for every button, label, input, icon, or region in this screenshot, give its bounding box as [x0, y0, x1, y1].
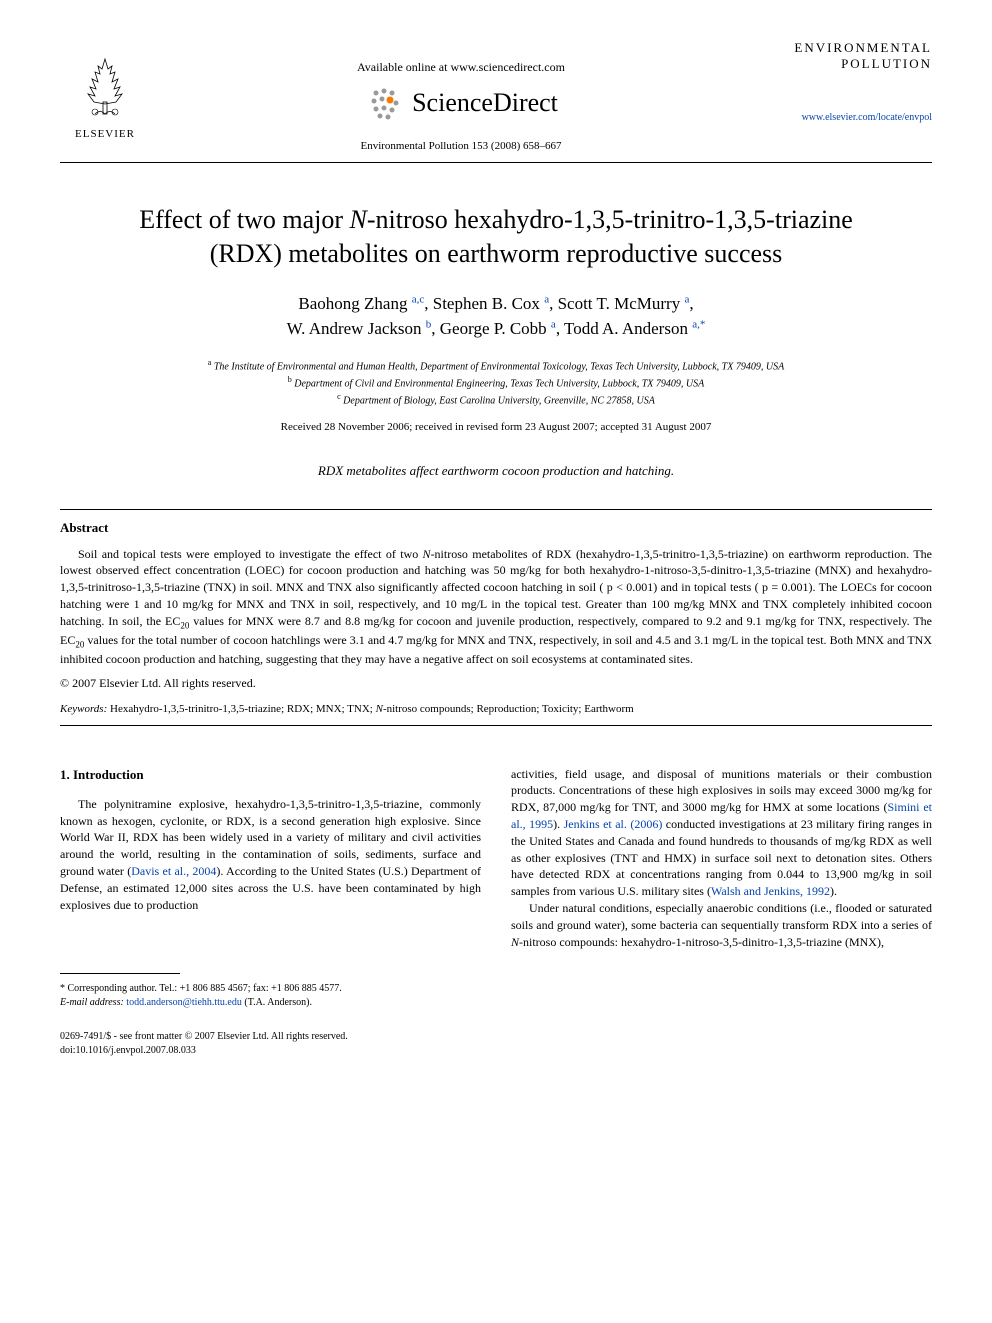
col2-p1-pre: activities, field usage, and disposal of… [511, 767, 932, 815]
corresponding-author-footnote: * Corresponding author. Tel.: +1 806 885… [60, 982, 481, 1010]
author-4-sup[interactable]: b [426, 318, 432, 330]
footer-line2: doi:10.1016/j.envpol.2007.08.033 [60, 1044, 481, 1058]
author-1: Baohong Zhang [298, 294, 407, 313]
author-1-sup[interactable]: a,c [412, 293, 425, 305]
sciencedirect-logo: ScienceDirect [364, 83, 558, 123]
article-title: Effect of two major N-nitroso hexahydro-… [60, 203, 932, 271]
sciencedirect-icon [364, 83, 404, 123]
author-4: W. Andrew Jackson [287, 319, 422, 338]
title-line2: (RDX) metabolites on earthworm reproduct… [210, 239, 783, 268]
abstract-sub1: 20 [180, 620, 189, 630]
copyright-text: © 2007 Elsevier Ltd. All rights reserved… [60, 676, 932, 691]
abstract-post: values for the total number of cocoon ha… [60, 633, 932, 666]
abstract-bottom-rule [60, 725, 932, 726]
header-rule [60, 162, 932, 163]
journal-name-line2: POLLUTION [772, 56, 932, 72]
abstract-sub2: 20 [75, 639, 84, 649]
article-tagline: RDX metabolites affect earthworm cocoon … [60, 463, 932, 479]
keywords-italic: N [376, 703, 383, 715]
email-label: E-mail address: [60, 997, 124, 1008]
authors-block: Baohong Zhang a,c, Stephen B. Cox a, Sco… [60, 291, 932, 342]
center-header: Available online at www.sciencedirect.co… [150, 40, 772, 152]
article-dates: Received 28 November 2006; received in r… [60, 421, 932, 433]
keywords-post: -nitroso compounds; Reproduction; Toxici… [383, 703, 634, 715]
author-5-sup[interactable]: a [551, 318, 556, 330]
title-line1-italic: N [350, 205, 367, 234]
left-column: 1. Introduction The polynitramine explos… [60, 766, 481, 1059]
affiliation-b: Department of Civil and Environmental En… [294, 378, 704, 389]
author-6: Todd A. Anderson [564, 319, 688, 338]
col2-p2-pre: Under natural conditions, especially ana… [511, 901, 932, 932]
elsevier-tree-icon [70, 54, 140, 124]
footer-info: 0269-7491/$ - see front matter © 2007 El… [60, 1030, 481, 1058]
author-2-sup[interactable]: a [544, 293, 549, 305]
ref-jenkins-2006[interactable]: Jenkins et al. (2006) [564, 817, 663, 831]
title-line1-post: -nitroso hexahydro-1,3,5-trinitro-1,3,5-… [367, 205, 853, 234]
intro-para-2: Under natural conditions, especially ana… [511, 900, 932, 950]
section-1-heading: 1. Introduction [60, 766, 481, 784]
footer-line1: 0269-7491/$ - see front matter © 2007 El… [60, 1030, 481, 1044]
right-column: activities, field usage, and disposal of… [511, 766, 932, 1059]
abstract-top-rule [60, 509, 932, 510]
abstract-italic1: N [423, 547, 431, 561]
sciencedirect-text: ScienceDirect [412, 88, 558, 118]
affiliations-block: a The Institute of Environmental and Hum… [60, 357, 932, 409]
ref-walsh-1992[interactable]: Walsh and Jenkins, 1992 [711, 884, 830, 898]
journal-citation: Environmental Pollution 153 (2008) 658–6… [150, 140, 772, 152]
author-3-sup[interactable]: a [684, 293, 689, 305]
elsevier-label: ELSEVIER [75, 128, 135, 140]
title-line1-pre: Effect of two major [139, 205, 349, 234]
keywords-line: Keywords: Hexahydro-1,3,5-trinitro-1,3,5… [60, 703, 932, 715]
col2-p1-mid1: ). [553, 817, 563, 831]
affiliation-a: The Institute of Environmental and Human… [214, 361, 784, 372]
col2-p2-post: -nitroso compounds: hexahydro-1-nitroso-… [519, 935, 884, 949]
keywords-label: Keywords: [60, 703, 107, 715]
journal-url-link[interactable]: www.elsevier.com/locate/envpol [772, 112, 932, 123]
email-link[interactable]: todd.anderson@tiehh.ttu.edu [126, 997, 242, 1008]
ref-davis-2004[interactable]: Davis et al., 2004 [131, 864, 216, 878]
keywords-pre: Hexahydro-1,3,5-trinitro-1,3,5-triazine;… [107, 703, 375, 715]
email-line: E-mail address: todd.anderson@tiehh.ttu.… [60, 996, 481, 1010]
available-online-text: Available online at www.sciencedirect.co… [150, 60, 772, 75]
email-name: (T.A. Anderson). [242, 997, 312, 1008]
body-columns: 1. Introduction The polynitramine explos… [60, 766, 932, 1059]
footnote-rule [60, 973, 180, 974]
journal-name-line1: ENVIRONMENTAL [772, 40, 932, 56]
author-3: Scott T. McMurry [558, 294, 681, 313]
abstract-pre: Soil and topical tests were employed to … [78, 547, 423, 561]
abstract-text: Soil and topical tests were employed to … [60, 546, 932, 668]
intro-para-1: The polynitramine explosive, hexahydro-1… [60, 796, 481, 914]
affiliation-c: Department of Biology, East Carolina Uni… [343, 396, 655, 407]
col2-p1-post: ). [830, 884, 837, 898]
journal-name-box: ENVIRONMENTAL POLLUTION www.elsevier.com… [772, 40, 932, 123]
abstract-heading: Abstract [60, 520, 932, 536]
intro-para-1-cont: activities, field usage, and disposal of… [511, 766, 932, 900]
col2-p2-italic: N [511, 935, 519, 949]
header-row: ELSEVIER Available online at www.science… [60, 40, 932, 152]
elsevier-logo: ELSEVIER [60, 40, 150, 140]
author-5: George P. Cobb [440, 319, 547, 338]
author-6-sup[interactable]: a,* [692, 318, 705, 330]
author-2: Stephen B. Cox [433, 294, 540, 313]
corresponding-text: * Corresponding author. Tel.: +1 806 885… [60, 982, 481, 996]
